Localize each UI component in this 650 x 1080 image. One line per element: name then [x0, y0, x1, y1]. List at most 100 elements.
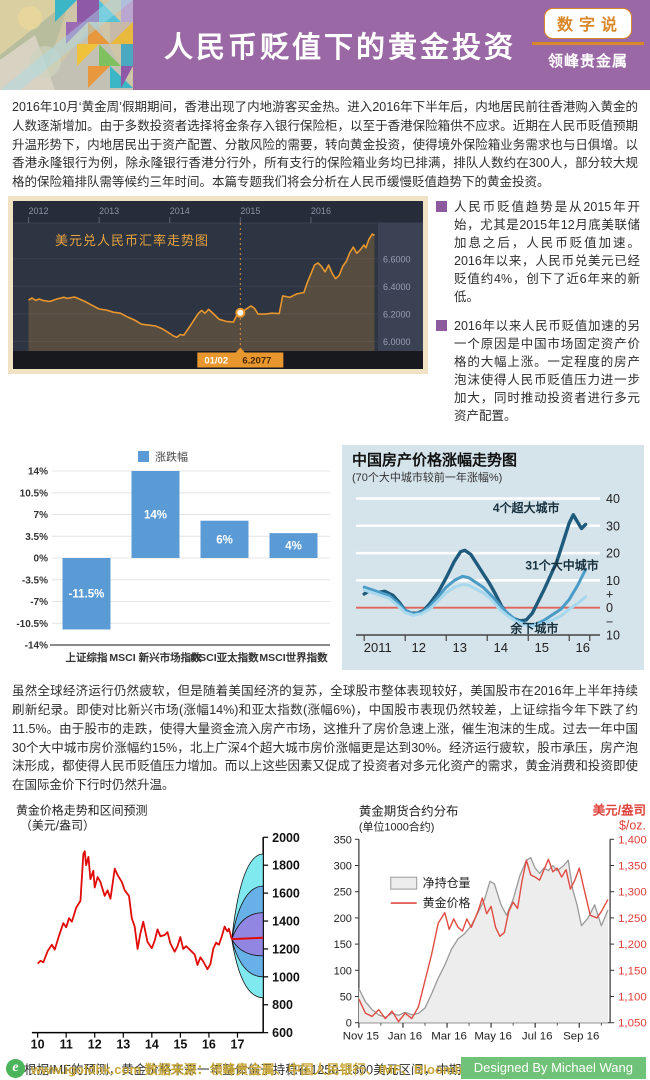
svg-text:-7%: -7% — [30, 597, 48, 608]
fx-section: 6.0000 6.2000 6.4000 6.6000 2012 2013 2014 2015… — [0, 195, 650, 436]
svg-text:Sep 16: Sep 16 — [563, 1030, 599, 1042]
fx-chart-frame: 6.0000 6.2000 6.4000 6.6000 2012 2013 2014 2015… — [8, 195, 428, 374]
svg-text:14: 14 — [494, 640, 508, 655]
svg-text:Jul 16: Jul 16 — [522, 1030, 553, 1042]
e-logo-icon: e — [6, 1058, 25, 1078]
svg-text:2011: 2011 — [364, 640, 392, 655]
svg-text:17: 17 — [231, 1037, 245, 1051]
svg-text:350: 350 — [334, 834, 352, 846]
svg-text:10.5%: 10.5% — [20, 489, 48, 500]
svg-text:2016: 2016 — [311, 206, 331, 216]
svg-text:1,350: 1,350 — [618, 860, 647, 872]
page-title: 人民币贬值下的黄金投资 — [163, 32, 516, 64]
svg-text:1,250: 1,250 — [618, 913, 647, 925]
svg-text:11: 11 — [60, 1037, 73, 1051]
china-housing-price-chart: 中国房产价格涨幅走势图(70个大中城市较前一年涨幅%)40302010+0−10… — [342, 445, 644, 666]
svg-text:1200: 1200 — [272, 942, 300, 956]
bullet-square-icon — [436, 200, 447, 212]
svg-text:12: 12 — [412, 640, 426, 655]
svg-text:$/oz.: $/oz. — [619, 818, 646, 832]
svg-text:150: 150 — [334, 939, 352, 951]
svg-text:Mar 16: Mar 16 — [431, 1030, 467, 1042]
svg-text:30: 30 — [606, 520, 620, 534]
svg-text:7%: 7% — [34, 510, 49, 521]
svg-text:10: 10 — [606, 574, 620, 588]
svg-text:15: 15 — [173, 1037, 187, 1051]
svg-text:16: 16 — [202, 1037, 216, 1051]
svg-text:800: 800 — [272, 998, 293, 1012]
svg-text:-10.5%: -10.5% — [16, 619, 48, 630]
bullet-item: 2016年以来人民币贬值加速的另一个原因是中国市场固定资产价格的大幅上涨。一定程… — [436, 317, 640, 426]
svg-text:1,150: 1,150 — [618, 965, 647, 977]
svg-text:1,050: 1,050 — [618, 1017, 647, 1029]
svg-text:2013: 2013 — [99, 206, 119, 216]
bullet-text: 人民币贬值趋势是从2015年开始，尤其是2015年12月底美联储加息之后，人民币… — [454, 199, 640, 305]
footer: e www.igoldhk.com 数据来源：领峰贵金属、中国人民银行、IMF、… — [0, 1056, 650, 1080]
svg-text:50: 50 — [340, 991, 352, 1003]
svg-text:MSCI亚太指数: MSCI亚太指数 — [190, 651, 259, 664]
svg-text:1600: 1600 — [272, 886, 300, 900]
mid-charts-row: 涨跌幅 14% 10.5% 7% 3.5% 0% -3.5% -7% -10.5% -14% -11… — [0, 435, 650, 673]
svg-text:MSCI 新兴市场指数: MSCI 新兴市场指数 — [109, 651, 202, 664]
header: 人民币贬值下的黄金投资 数字说 领峰贵金属 — [0, 0, 650, 90]
svg-text:May 16: May 16 — [474, 1030, 512, 1042]
svg-text:1,200: 1,200 — [618, 939, 647, 951]
svg-text:14%: 14% — [144, 510, 167, 522]
usdcny-exchange-rate-chart: 6.0000 6.2000 6.4000 6.6000 2012 2013 2014 2015… — [13, 200, 423, 369]
svg-text:-11.5%: -11.5% — [69, 589, 105, 601]
svg-text:3.5%: 3.5% — [25, 532, 48, 543]
currency-collage-image — [0, 0, 133, 90]
svg-text:中国房产价格涨幅走势图: 中国房产价格涨幅走势图 — [352, 451, 517, 469]
svg-text:涨跌幅: 涨跌幅 — [155, 450, 188, 464]
svg-text:6.6000: 6.6000 — [383, 254, 411, 264]
gold-futures-chart: 黄金期货合约分布(单位1000合约) 美元/盎司$/oz. 0 50 100 150 200… — [334, 802, 647, 1042]
svg-text:01/02: 01/02 — [204, 355, 228, 366]
footer-sources: 数据来源：领峰贵金属、中国人民银行、IMF、Bloomberg、Economis… — [144, 1061, 563, 1077]
svg-text:1,100: 1,100 — [618, 991, 647, 1003]
intro-paragraph: 2016年10月‘黄金周’假期期间，香港出现了内地游客买金热。进入2016年下半… — [12, 100, 638, 189]
badge-underline — [532, 42, 644, 45]
svg-text:(70个大中城市较前一年涨幅%): (70个大中城市较前一年涨幅%) — [352, 470, 502, 484]
gold-price-forecast-chart: 黄金价格走势和区间预测（美元/盎司） 600 800 1000 1200 1400 1600… — [16, 802, 300, 1051]
svg-text:余下城市: 余下城市 — [509, 621, 558, 636]
housing-chart-card: 中国房产价格涨幅走势图 (70个大中城市较前一年涨幅%) 40 30 20 10 +0−10… — [342, 445, 644, 671]
svg-text:200: 200 — [334, 913, 352, 925]
svg-text:黄金价格走势和区间预测: 黄金价格走势和区间预测 — [16, 802, 148, 817]
svg-text:1,400: 1,400 — [618, 834, 647, 846]
svg-text:美元/盎司: 美元/盎司 — [593, 802, 646, 817]
svg-text:13: 13 — [453, 640, 467, 655]
middle-paragraph: 虽然全球经济运行仍然疲软，但是随着美国经济的复苏，全球股市整体表现较好，美国股市… — [12, 684, 638, 792]
svg-text:10: 10 — [606, 629, 620, 643]
svg-text:MSCI世界指数: MSCI世界指数 — [259, 651, 328, 664]
brand-name: 领峰贵金属 — [547, 53, 628, 70]
badge-shuzishuo: 数字说 — [543, 8, 632, 39]
svg-text:1400: 1400 — [272, 914, 300, 928]
svg-text:-14%: -14% — [25, 641, 48, 652]
svg-text:300: 300 — [334, 860, 352, 872]
svg-text:1,300: 1,300 — [618, 886, 647, 898]
svg-text:31个大中城市: 31个大中城市 — [525, 558, 598, 573]
svg-text:黄金期货合约分布: 黄金期货合约分布 — [359, 803, 459, 818]
svg-text:6%: 6% — [216, 535, 233, 547]
svg-text:12: 12 — [88, 1037, 102, 1051]
svg-text:6.2077: 6.2077 — [242, 355, 271, 366]
svg-text:上证综指: 上证综指 — [66, 651, 108, 664]
bullet-list: 人民币贬值趋势是从2015年开始，尤其是2015年12月底美联储加息之后，人民币… — [436, 196, 640, 436]
svg-text:14: 14 — [145, 1037, 159, 1051]
svg-text:4%: 4% — [285, 541, 302, 553]
svg-text:40: 40 — [606, 492, 620, 506]
svg-text:净持仓量: 净持仓量 — [423, 875, 471, 890]
bullet-square-icon — [436, 319, 447, 331]
svg-text:15: 15 — [535, 640, 549, 655]
footer-url[interactable]: www.igoldhk.com — [31, 1061, 142, 1077]
svg-text:6.4000: 6.4000 — [383, 282, 411, 292]
footer-text: www.igoldhk.com 数据来源：领峰贵金属、中国人民银行、IMF、Bl… — [31, 1059, 562, 1078]
svg-text:13: 13 — [116, 1037, 130, 1051]
svg-text:2015: 2015 — [240, 206, 260, 216]
svg-text:-3.5%: -3.5% — [22, 576, 48, 587]
svg-text:0: 0 — [606, 601, 613, 615]
svg-text:0: 0 — [346, 1017, 352, 1029]
svg-text:2014: 2014 — [170, 206, 190, 216]
svg-text:Nov 15: Nov 15 — [343, 1030, 379, 1042]
